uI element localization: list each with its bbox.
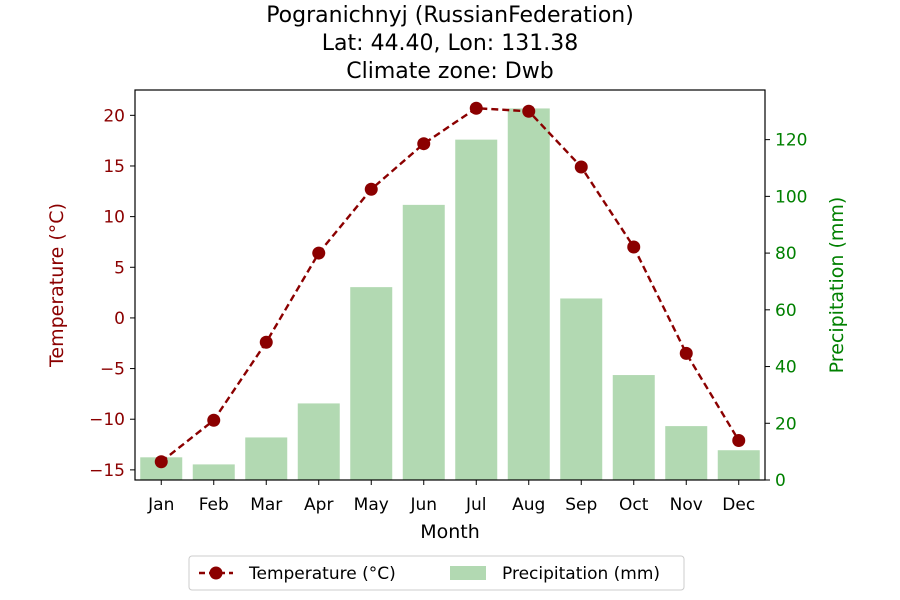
temperature-point-may [364, 182, 378, 196]
temperature-point-nov [679, 346, 693, 360]
precipitation-bars [140, 108, 760, 480]
x-tick-label-feb: Feb [199, 495, 229, 515]
temperature-point-jan [154, 455, 168, 469]
temperature-point-oct [627, 240, 641, 254]
x-tick-label-may: May [354, 495, 389, 515]
x-tick-label-jun: Jun [409, 495, 437, 515]
precipitation-bar-dec [717, 450, 760, 480]
temperature-point-aug [522, 104, 536, 118]
x-tick-label-jan: Jan [147, 495, 174, 515]
temperature-point-dec [732, 433, 746, 447]
right-tick-label: 120 [775, 131, 807, 151]
temperature-point-apr [312, 246, 326, 260]
precipitation-bar-sep [560, 298, 603, 480]
right-tick-label: 0 [775, 471, 786, 491]
chart-title-line-2: Lat: 44.40, Lon: 131.38 [322, 31, 578, 56]
temperature-point-jul [469, 101, 483, 115]
legend-box [188, 555, 685, 591]
plot-frame [134, 89, 766, 481]
right-tick-label: 60 [775, 301, 797, 321]
left-tick-label: 5 [114, 258, 125, 278]
precipitation-bar-may [350, 287, 393, 480]
x-tick-label-apr: Apr [304, 495, 333, 515]
left-tick-label: 20 [103, 106, 125, 126]
x-axis-label: Month [420, 521, 480, 543]
left-tick-label: 0 [114, 309, 125, 329]
left-axis-label: Temperature (°C) [46, 203, 68, 368]
temperature-series-line [160, 107, 740, 463]
legend-precipitation-label: Precipitation (mm) [502, 564, 660, 584]
precipitation-bar-feb [192, 464, 235, 480]
precipitation-bar-jan [140, 457, 183, 480]
left-tick-label: 10 [103, 208, 125, 228]
temperature-line [154, 101, 746, 469]
legend-temperature-marker-icon [209, 566, 223, 580]
precipitation-bar-apr [297, 403, 340, 480]
right-tick-label: 80 [775, 244, 797, 264]
legend-temperature-label: Temperature (°C) [248, 564, 396, 584]
legend: Temperature (°C) Precipitation (mm) [188, 555, 685, 591]
precipitation-bar-jul [455, 139, 498, 480]
left-tick-label: 15 [103, 157, 125, 177]
left-tick-label: −10 [89, 410, 125, 430]
left-tick-label: −5 [100, 360, 125, 380]
temperature-point-mar [259, 335, 273, 349]
x-axis-ticks: Jan Feb Mar Apr May Jun Jul Aug Sep Oct Nov Dec [147, 480, 755, 515]
precipitation-bar-oct [612, 375, 655, 480]
temperature-point-sep [574, 160, 588, 174]
right-axis-ticks: 0 20 40 60 80 100 120 [765, 131, 807, 491]
precipitation-bar-mar [245, 437, 288, 480]
legend-precipitation-swatch-icon [450, 566, 486, 580]
x-tick-label-dec: Dec [722, 495, 755, 515]
chart-title-line-1: Pogranichnyj (RussianFederation) [266, 3, 634, 28]
x-tick-label-mar: Mar [250, 495, 282, 515]
x-tick-label-jul: Jul [465, 495, 487, 515]
left-tick-label: −15 [89, 461, 125, 481]
precipitation-bar-nov [665, 426, 708, 480]
right-tick-label: 40 [775, 358, 797, 378]
precipitation-bar-aug [507, 108, 550, 480]
temperature-point-feb [207, 413, 221, 427]
right-tick-label: 100 [775, 187, 807, 207]
x-tick-label-sep: Sep [565, 495, 597, 515]
temperature-point-jun [417, 137, 431, 151]
x-tick-label-nov: Nov [670, 495, 703, 515]
chart-title-line-3: Climate zone: Dwb [346, 59, 553, 84]
precipitation-bar-jun [402, 204, 445, 480]
x-tick-label-oct: Oct [619, 495, 649, 515]
right-axis-label: Precipitation (mm) [826, 197, 848, 374]
right-tick-label: 20 [775, 414, 797, 434]
left-axis-ticks: −15 −10 −5 0 5 10 15 20 [89, 106, 135, 481]
x-tick-label-aug: Aug [512, 495, 545, 515]
